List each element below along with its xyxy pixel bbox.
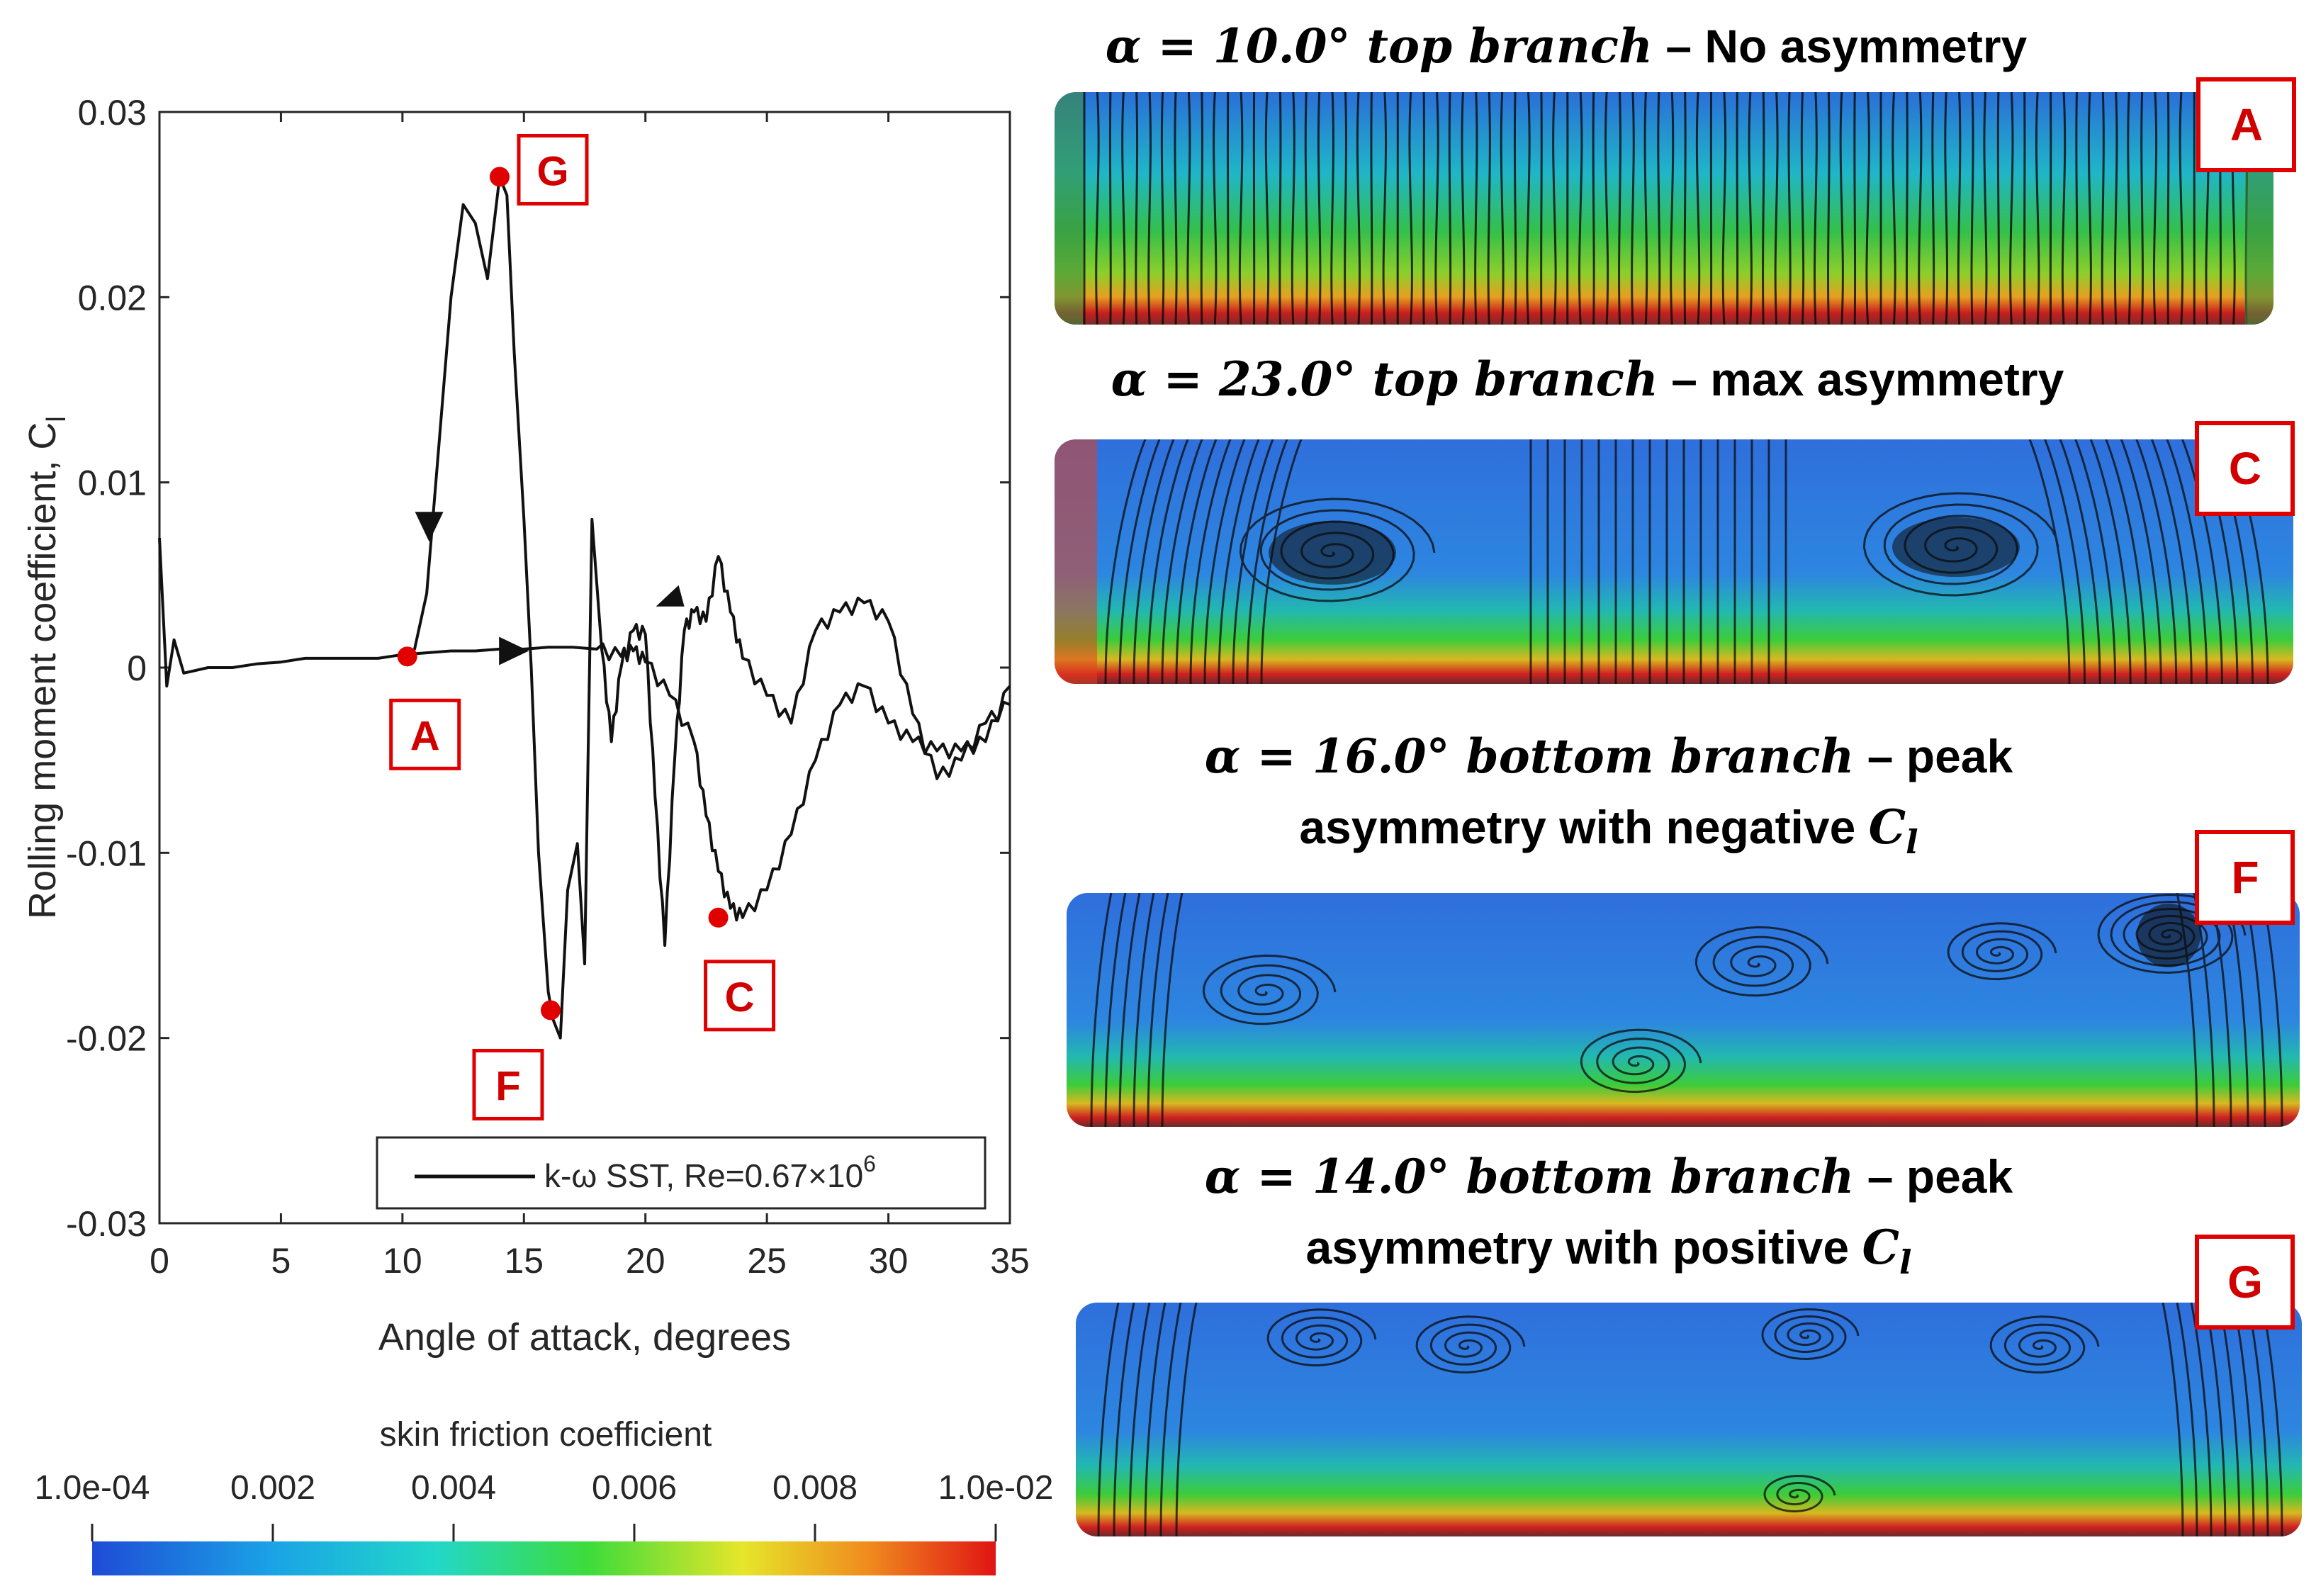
y-axis-ticks: -0.03 -0.02 -0.01 0 0.01 0.02 0.03 (66, 93, 1010, 1244)
direction-arrows (415, 512, 685, 665)
y-tick-label: -0.01 (66, 833, 147, 873)
x-tick-label: 15 (504, 1241, 544, 1281)
panel-g-title-line2: asymmetry with positive Cl (1306, 1220, 1912, 1281)
callout-box-A (389, 698, 461, 770)
point-C (708, 907, 729, 928)
svg-text:G: G (2227, 1257, 2263, 1308)
panel-f: α = 16.0° bottom branch – peak asymmetry… (1067, 729, 2300, 1127)
x-tick-label: 0 (150, 1241, 169, 1281)
callout-label-C: C (725, 974, 755, 1021)
panel-c: α = 23.0° top branch – max asymmetry C (1055, 352, 2295, 684)
y-tick-label: -0.03 (66, 1204, 147, 1244)
arrow-right (499, 636, 529, 665)
x-tick-label: 5 (271, 1241, 291, 1281)
point-A (397, 646, 417, 667)
rolling-moment-chart: 0 5 10 15 20 25 30 35 -0.03-0.02-0.0100.010.020… (21, 93, 1030, 1359)
panel-c-surface-image (1055, 439, 2293, 684)
colorbar-tick-label: 1.0e-02 (938, 1469, 1054, 1507)
legend: k-ω SST, Re=0.67×106 (376, 1136, 986, 1210)
point-F (541, 1000, 561, 1021)
y-tick-label: 0.01 (78, 463, 147, 503)
panel-f-title-line2: asymmetry with negative Cl (1299, 799, 1918, 861)
panel-c-title: α = 23.0° top branch – max asymmetry (1111, 352, 2064, 407)
x-tick-label: 20 (626, 1241, 665, 1281)
y-tick-label: 0 (127, 648, 147, 688)
y-tick-label: 0.02 (78, 278, 147, 317)
y-tick-label: -0.02 (66, 1019, 147, 1059)
callout-box-F (472, 1048, 544, 1120)
colorbar-tick-label: 0.008 (772, 1469, 858, 1507)
callout-label-G: G (536, 148, 568, 194)
panel-f-surface-image (1067, 893, 2300, 1127)
panel-g-surface-image (1076, 1303, 2302, 1536)
y-axis-label: Rolling moment coefficient, Cl (21, 416, 72, 919)
legend-entry: k-ω SST, Re=0.67×106 (544, 1151, 876, 1194)
colorbar-tick-label: 0.004 (411, 1469, 496, 1507)
svg-text:A: A (2230, 99, 2263, 150)
panel-g-title: α = 14.0° bottom branch – peak (1205, 1149, 2013, 1204)
x-tick-label: 10 (383, 1241, 422, 1281)
colorbar: skin friction coefficient 1.0e-04 0.002 0.… (35, 1416, 1054, 1575)
arrow-up-right (656, 585, 685, 607)
callout-box-C (704, 960, 776, 1032)
callout-box-G (517, 133, 589, 206)
panel-a-badge: A (2196, 77, 2296, 172)
svg-text:C: C (2229, 443, 2261, 494)
panel-c-streamlines (1104, 439, 2269, 684)
point-G (490, 167, 510, 187)
colorbar-gradient (92, 1541, 996, 1575)
panel-f-title: α = 16.0° bottom branch – peak (1205, 729, 2013, 784)
arrow-down (415, 512, 444, 542)
callout-label-A: A (410, 713, 440, 759)
colorbar-tick-label: 0.006 (592, 1469, 677, 1507)
panel-a: α = 10.0° top branch – No asymmetry A (1055, 18, 2296, 325)
x-tick-label: 25 (747, 1241, 787, 1281)
legend-box (376, 1136, 986, 1210)
series-line-1 (401, 175, 1011, 1040)
panel-g-badge: G (2195, 1235, 2295, 1330)
x-tick-label: 30 (869, 1241, 909, 1281)
x-axis-label: Angle of attack, degrees (378, 1316, 791, 1359)
panel-c-badge: C (2195, 421, 2295, 516)
marked-points: A G F C (389, 133, 776, 1120)
callout-label-F: F (495, 1063, 520, 1109)
colorbar-title: skin friction coefficient (380, 1416, 712, 1454)
panel-f-badge: F (2195, 830, 2295, 925)
colorbar-tick-label: 0.002 (230, 1469, 315, 1507)
svg-text:F: F (2231, 852, 2259, 903)
panel-g-streamlines (1097, 1303, 2283, 1536)
plot-area (158, 111, 1011, 1225)
panel-g: α = 14.0° bottom branch – peak asymmetry… (1076, 1149, 2302, 1536)
y-tick-label: 0.03 (78, 93, 147, 133)
x-axis-ticks: 0 5 10 15 20 25 30 35 (150, 112, 1030, 1281)
panel-a-title: α = 10.0° top branch – No asymmetry (1106, 18, 2028, 74)
colorbar-ticks: 1.0e-04 0.002 0.004 0.006 0.008 1.0e-02 (35, 1469, 1054, 1541)
colorbar-tick-label: 1.0e-04 (35, 1469, 150, 1507)
x-tick-label: 35 (990, 1241, 1030, 1281)
panel-a-surface-image (1055, 92, 2273, 325)
